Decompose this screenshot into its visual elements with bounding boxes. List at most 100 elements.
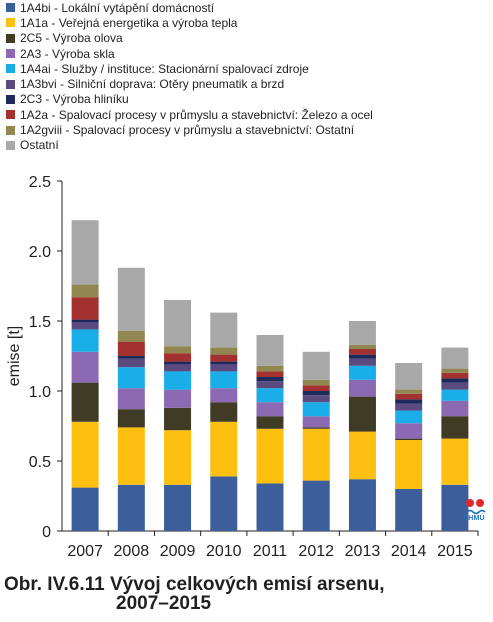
bar-segment [256, 365, 284, 372]
bar-segment [256, 381, 284, 389]
legend-item: 2A3 - Výroba skla [6, 46, 492, 61]
bar-segment [256, 371, 284, 377]
bar-segment [348, 344, 376, 349]
x-tick-label: 2010 [206, 543, 242, 560]
legend-item: 2C3 - Výroba hliníku [6, 92, 492, 107]
y-tick-label: 0 [42, 524, 51, 541]
bar-segment [302, 402, 330, 417]
legend-item: 1A4ai - Služby / instituce: Stacionární … [6, 61, 492, 76]
x-tick-label: 2011 [253, 543, 288, 560]
y-tick-label: 1.5 [29, 314, 51, 331]
y-axis-label: emise [t] [6, 326, 23, 386]
bar-segment [441, 389, 469, 401]
bar-segment [348, 321, 376, 345]
y-tick-label: 1.0 [29, 384, 51, 401]
legend-item: 1A1a - Veřejná energetika a výroba tepla [6, 15, 492, 30]
bar-segment [302, 427, 330, 429]
bar-segment [117, 367, 145, 389]
legend-item: 2C5 - Výroba olova [6, 31, 492, 46]
bar-segment [395, 403, 423, 411]
bar-segment [164, 430, 192, 485]
bar-segment [71, 220, 99, 285]
bar-segment [256, 388, 284, 403]
bar-segment [395, 389, 423, 394]
bar-segment [441, 484, 469, 531]
legend-swatch [6, 3, 15, 13]
bar-segment [117, 427, 145, 485]
x-tick-label: 2015 [437, 543, 473, 560]
bar-segment [441, 378, 469, 383]
bar-segment [441, 438, 469, 485]
legend-label: 1A2a - Spalovací procesy v průmyslu a st… [20, 107, 373, 122]
bar-segment [164, 361, 192, 365]
legend-swatch [6, 49, 15, 59]
bar-segment [210, 388, 238, 403]
chart-legend: 1A4bi - Lokální vytápění domácností 1A1a … [6, 0, 492, 153]
bar-segment [395, 438, 423, 440]
y-tick-label: 2.0 [29, 244, 51, 261]
bar-segment [441, 400, 469, 417]
bar-segment [164, 389, 192, 408]
bar-segment [395, 393, 423, 400]
bar-segment [302, 391, 330, 396]
legend-item: Ostatní [6, 138, 492, 153]
bar-segment [164, 300, 192, 347]
legend-item: 1A3bvi - Silniční doprava: Otěry pneumat… [6, 76, 492, 91]
legend-swatch [6, 18, 15, 28]
bar-segment [71, 421, 99, 488]
legend-label: 1A4bi - Lokální vytápění domácností [20, 0, 215, 15]
caption-line-1: Obr. IV.6.11 Vývoj celkových emisí arsen… [4, 574, 385, 595]
bar-segment [302, 385, 330, 391]
legend-swatch [6, 33, 15, 43]
bar-segment [441, 347, 469, 369]
bar-segment [302, 395, 330, 403]
bar-segment [210, 347, 238, 355]
caption-line-2: 2007–2015 [116, 593, 212, 614]
legend-label: 2C5 - Výroba olova [20, 31, 123, 46]
legend-label: Ostatní [20, 138, 59, 153]
bar-segment [210, 371, 238, 389]
bar-segment [348, 354, 376, 359]
legend-item: 1A4bi - Lokální vytápění domácností [6, 0, 492, 15]
legend-swatch [6, 125, 15, 135]
bar-segment [71, 322, 99, 330]
bar-segment [348, 349, 376, 355]
bar-segment [117, 267, 145, 331]
x-tick-label: 2012 [298, 543, 334, 560]
bar-segment [395, 410, 423, 424]
bar-segment [256, 483, 284, 531]
legend-swatch [6, 140, 15, 150]
bar-segment [71, 382, 99, 422]
chmu-logo-text: ČHMÚ [463, 515, 485, 522]
bar-segment [210, 364, 238, 372]
bar-segment [210, 476, 238, 531]
bar-segment [256, 416, 284, 429]
legend-label: 2A3 - Výroba skla [20, 46, 115, 61]
legend-swatch [6, 110, 15, 120]
stacked-bar-chart: 0 0.5 1.0 1.5 2.0 2.5 emise [t] 2007 2008 2009 201… [6, 174, 479, 560]
bar-segment [395, 440, 423, 489]
bar-segment [441, 416, 469, 439]
bar-segment [302, 480, 330, 531]
chmu-logo-icon [466, 499, 486, 515]
bar-segment [256, 335, 284, 366]
bar-segment [256, 377, 284, 382]
bar-segment [441, 372, 469, 379]
bar-segment [348, 479, 376, 531]
bar-segment [71, 487, 99, 531]
bar-segment [210, 361, 238, 365]
bar-segment [71, 351, 99, 383]
bar-segment [117, 484, 145, 531]
figure-caption: Obr. IV.6.11 Vývoj celkových emisí arsen… [4, 575, 385, 613]
bar-segment [302, 428, 330, 481]
bar-segment [441, 368, 469, 373]
bar-segment [302, 379, 330, 386]
bar-segment [348, 365, 376, 380]
bar-segment [164, 484, 192, 531]
bar-segment [164, 371, 192, 390]
legend-label: 1A1a - Veřejná energetika a výroba tepla [20, 15, 238, 30]
bar-segment [164, 407, 192, 431]
bar-segment [210, 312, 238, 348]
bar-segment [348, 431, 376, 480]
bar-segment [395, 489, 423, 531]
